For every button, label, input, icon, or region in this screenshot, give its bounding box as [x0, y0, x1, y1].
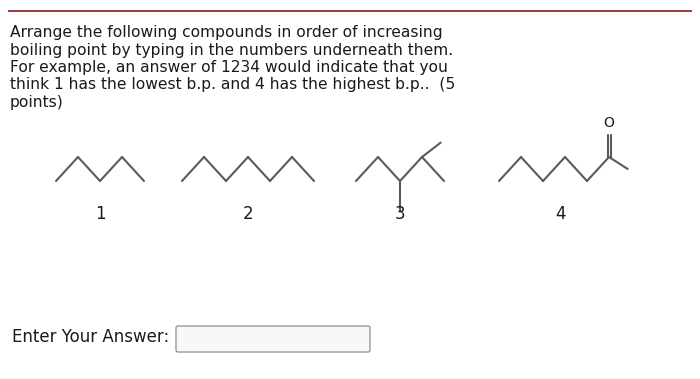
FancyBboxPatch shape [176, 326, 370, 352]
Text: O: O [603, 116, 615, 130]
Text: 3: 3 [395, 205, 405, 223]
Text: Enter Your Answer:: Enter Your Answer: [12, 328, 169, 346]
Text: 4: 4 [554, 205, 566, 223]
Text: Arrange the following compounds in order of increasing: Arrange the following compounds in order… [10, 25, 442, 40]
Text: boiling point by typing in the numbers underneath them.: boiling point by typing in the numbers u… [10, 42, 453, 58]
Text: 2: 2 [243, 205, 253, 223]
Text: think 1 has the lowest b.p. and 4 has the highest b.p..  (5: think 1 has the lowest b.p. and 4 has th… [10, 77, 456, 92]
Text: 1: 1 [94, 205, 105, 223]
Text: For example, an answer of 1234 would indicate that you: For example, an answer of 1234 would ind… [10, 60, 448, 75]
Text: points): points) [10, 95, 64, 110]
